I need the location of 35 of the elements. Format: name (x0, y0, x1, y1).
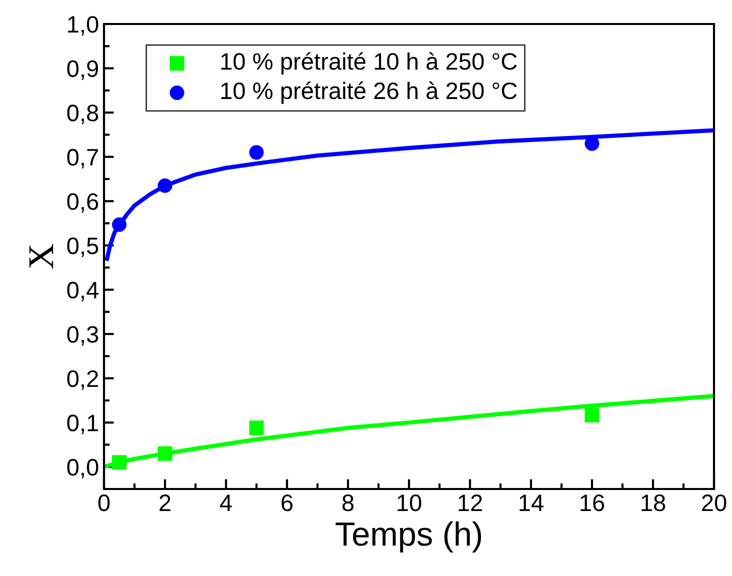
x-tick-label: 10 (398, 494, 422, 512)
y-tick-label: 0,1 (67, 414, 98, 434)
y-tick-label: 0,9 (67, 60, 98, 80)
x-tick-label: 2 (160, 494, 170, 511)
point (158, 178, 172, 193)
y-tick-label: 0,4 (67, 282, 98, 302)
y-tick-label: 0,8 (67, 104, 98, 124)
point (112, 455, 127, 470)
y-tick-label: 0,6 (67, 193, 98, 213)
x-tick-label: 0 (98, 494, 110, 512)
point (249, 420, 264, 436)
y-tick-label: 0,3 (67, 326, 98, 346)
point (158, 446, 172, 461)
y-tick-label: 1,0 (68, 16, 98, 36)
x-tick-label: 14 (520, 494, 544, 511)
point (584, 408, 600, 422)
y-axis-title: X (29, 244, 54, 269)
legend-label: 10 % prétraité 10 h à 250 °C (221, 52, 517, 74)
x-tick-label: 18 (642, 494, 666, 512)
x-tick-label: 8 (342, 494, 354, 512)
y-tick-label: 0,2 (67, 370, 98, 390)
legend-label: 10 % prétraité 26 h à 250 °C (221, 82, 517, 104)
point (112, 217, 127, 232)
x-tick-label: 12 (458, 494, 482, 511)
y-tick-label: 0,5 (67, 237, 98, 258)
x-tick-label: 4 (220, 494, 232, 511)
y-tick-label: 0,0 (67, 458, 98, 478)
line-series (104, 394, 714, 469)
x-tick-label: 20 (702, 494, 726, 512)
x-tick-label: 6 (282, 494, 293, 512)
point (249, 145, 264, 160)
x-tick-label: 16 (580, 494, 604, 512)
y-tick-label: 0,7 (67, 148, 98, 168)
line-series (104, 128, 714, 261)
x-axis-title: Temps (h) (336, 521, 482, 552)
